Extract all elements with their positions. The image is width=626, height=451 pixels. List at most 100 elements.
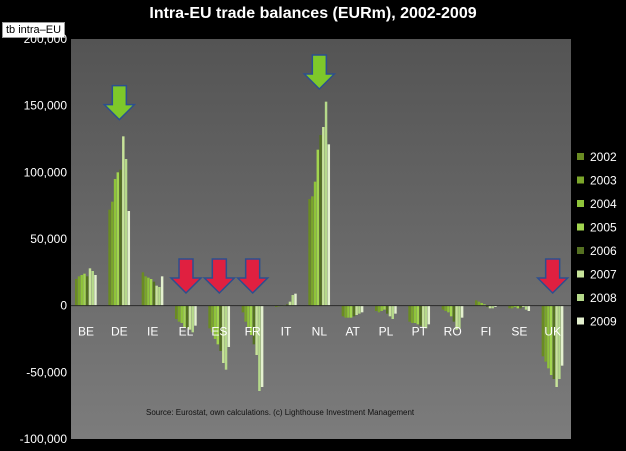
bar-uk-2005: [549, 305, 553, 375]
legend-label-2009: 2009: [590, 315, 617, 329]
category-label: ES: [211, 325, 227, 339]
bar-de-2006: [119, 169, 122, 306]
arrow-fr-icon: [235, 258, 270, 295]
bar-ie-2008: [158, 287, 161, 306]
bar-ro-2003: [444, 305, 447, 311]
bar-ie-2006: [152, 281, 156, 306]
bar-el-2007: [188, 305, 192, 330]
legend-swatch-2005: [577, 223, 584, 231]
bar-ro-2009: [460, 305, 464, 318]
legend: 2002 2003 2004 2005 2006 2007 2008 2009: [577, 150, 617, 329]
bar-fr-2004: [247, 305, 250, 327]
category-label: DE: [111, 325, 128, 339]
bar-se-2008: [524, 305, 528, 310]
bar-de-2009: [127, 211, 131, 306]
legend-label-2006: 2006: [590, 244, 617, 258]
bar-ro-2007: [455, 305, 458, 330]
bar-fr-2007: [255, 305, 258, 355]
bar-pt-2008: [424, 305, 428, 329]
bar-pt-2009: [427, 305, 431, 325]
bar-ro-2005: [449, 305, 453, 317]
bar-it-2007: [288, 301, 292, 306]
bar-de-2003: [111, 201, 114, 306]
bar-uk-2004: [547, 305, 550, 369]
bar-es-2007: [222, 305, 225, 363]
category-label: FR: [245, 325, 261, 339]
y-tick-label: 200,000: [24, 32, 68, 46]
bar-uk-2007: [555, 305, 558, 387]
bar-uk-2008: [558, 305, 561, 379]
bar-at-2005: [349, 305, 353, 318]
category-label: PT: [412, 325, 428, 339]
bar-at-2007: [355, 305, 358, 315]
category-label: SE: [511, 325, 527, 339]
bar-fr-2006: [252, 305, 256, 345]
bar-pt-2002: [408, 305, 411, 322]
bar-fr-2003: [244, 305, 247, 322]
bar-el-2009: [194, 305, 197, 326]
bar-at-2008: [358, 305, 361, 314]
bar-el-2003: [177, 305, 181, 322]
bar-el-2005: [183, 305, 186, 327]
bar-pt-2007: [422, 305, 425, 327]
bar-es-2005: [216, 305, 220, 345]
bar-at-2009: [360, 305, 364, 313]
bar-ro-2002: [441, 305, 445, 310]
bar-pl-2005: [383, 305, 386, 310]
legend-swatch-2002: [577, 153, 584, 160]
bar-de-2007: [122, 136, 125, 306]
bar-se-2005: [516, 305, 520, 309]
arrow-nl-icon: [302, 54, 337, 91]
category-label: IT: [281, 325, 292, 339]
bar-pl-2003: [377, 305, 381, 313]
bar-fi-2005: [483, 304, 486, 306]
bar-at-2006: [352, 305, 356, 317]
legend-label-2002: 2002: [590, 150, 617, 164]
arrow-el-icon: [169, 258, 203, 295]
bar-uk-2002: [541, 305, 545, 357]
category-label: UK: [544, 325, 561, 339]
legend-swatch-2007: [577, 270, 584, 278]
bar-nl-2006: [319, 135, 322, 306]
bar-fi-2007: [488, 305, 492, 309]
bar-at-2004: [347, 305, 350, 318]
bar-ie-2005: [149, 279, 153, 306]
bar-be-2008: [91, 271, 94, 306]
bar-uk-2003: [544, 305, 547, 362]
bar-be-2003: [77, 276, 81, 306]
bar-fi-2003: [477, 301, 481, 306]
bar-at-2002: [341, 305, 345, 317]
bar-de-2008: [124, 159, 128, 306]
bar-it-2002: [275, 305, 278, 307]
bar-el-2006: [186, 305, 189, 329]
bar-se-2002: [508, 305, 511, 309]
category-label: EL: [179, 325, 194, 339]
bar-nl-2009: [327, 144, 331, 306]
bar-fi-2002: [475, 300, 478, 306]
bar-es-2008: [224, 305, 228, 370]
y-tick-label: 150,000: [24, 99, 68, 113]
category-label: RO: [444, 325, 462, 339]
bar-it-2006: [286, 304, 289, 306]
bar-pl-2006: [386, 305, 389, 314]
bar-de-2005: [116, 172, 120, 306]
bar-fi-2006: [486, 305, 489, 307]
bar-ie-2009: [160, 276, 164, 306]
bar-se-2009: [527, 305, 531, 311]
bar-es-2006: [219, 305, 222, 351]
arrow-es-icon: [202, 258, 237, 295]
bar-fi-2008: [491, 305, 494, 309]
bar-uk-2009: [560, 305, 564, 366]
bar-de-2002: [108, 209, 111, 306]
bar-pl-2007: [388, 305, 392, 317]
category-label: AT: [345, 325, 360, 339]
y-tick-label: 100,000: [24, 165, 68, 179]
bar-fr-2009: [260, 305, 264, 387]
bar-es-2002: [208, 305, 211, 329]
bar-el-2002: [175, 305, 178, 319]
bar-fr-2005: [249, 305, 253, 335]
bar-pl-2009: [394, 305, 397, 314]
bar-uk-2006: [552, 305, 556, 379]
bar-ie-2002: [141, 272, 145, 306]
